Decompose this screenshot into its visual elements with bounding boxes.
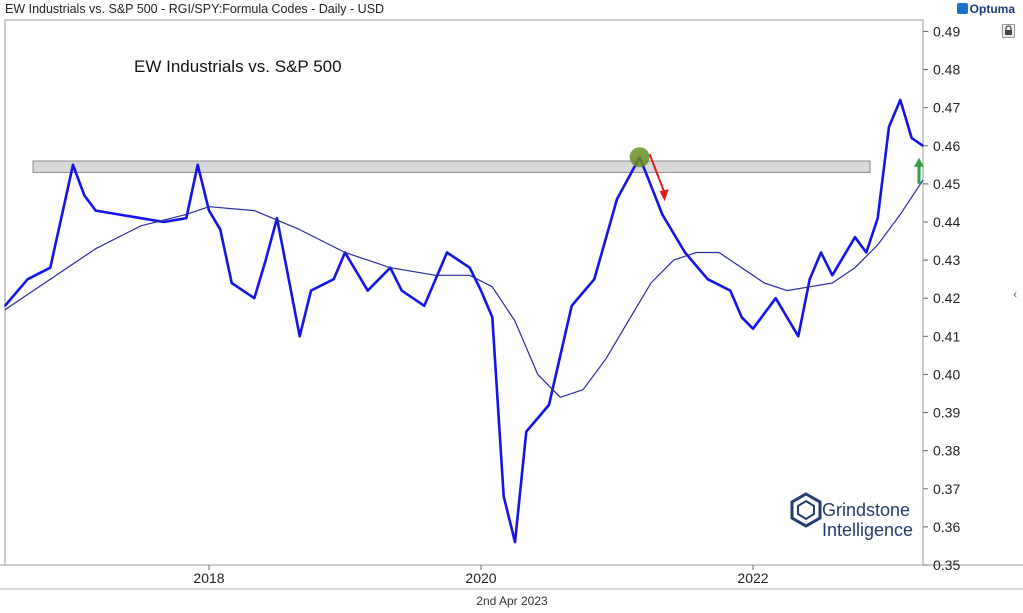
price-point — [332, 278, 335, 281]
collapse-panel-chevron-icon[interactable]: ‹ — [1013, 289, 1017, 301]
price-point — [298, 335, 301, 338]
price-point — [196, 163, 199, 166]
y-tick-label: 0.35 — [933, 557, 960, 573]
price-point — [502, 495, 505, 498]
x-tick-label: 2018 — [193, 570, 224, 586]
watermark-line2: Intelligence — [822, 520, 913, 540]
y-tick-label: 0.41 — [933, 328, 960, 344]
grindstone-hexagon-icon — [790, 492, 822, 528]
price-point — [514, 541, 516, 544]
price-point — [446, 251, 448, 254]
x-axis: 2018 2020 2022 — [193, 565, 769, 586]
brand-logo: Optuma — [956, 2, 1015, 16]
y-tick-label: 0.45 — [933, 176, 960, 192]
price-point — [899, 99, 902, 101]
price-point — [83, 194, 86, 197]
price-point — [423, 304, 426, 307]
y-tick-label: 0.42 — [933, 290, 960, 306]
price-point — [888, 125, 890, 128]
price-point — [752, 327, 754, 330]
y-axis: 0.35 0.36 0.37 0.38 0.39 0.40 0.41 0.42 0.43 0.44… — [923, 23, 960, 573]
up-arrow-head — [914, 157, 924, 167]
peak-marker — [629, 147, 650, 168]
price-point — [865, 251, 868, 254]
y-tick-label: 0.47 — [933, 100, 960, 116]
y-tick-label: 0.43 — [933, 252, 960, 268]
price-point — [72, 163, 74, 166]
x-tick-label: 2020 — [465, 570, 496, 586]
price-point — [162, 221, 165, 223]
footer-date: 2nd Apr 2023 — [476, 594, 548, 608]
price-point — [831, 274, 834, 277]
price-point — [264, 259, 267, 262]
y-tick-label: 0.48 — [933, 62, 960, 78]
price-point — [774, 297, 777, 300]
brand-name: Optuma — [969, 2, 1015, 16]
price-point — [797, 335, 800, 338]
optuma-logo-icon — [956, 3, 968, 14]
price-point — [310, 289, 312, 292]
watermark: Grindstone Intelligence — [790, 492, 913, 540]
price-point — [366, 289, 369, 292]
chart-title: EW Industrials vs. S&P 500 — [134, 57, 342, 76]
price-point — [208, 209, 210, 212]
lock-icon[interactable] — [1002, 24, 1015, 38]
price-point — [570, 304, 573, 307]
down-arrow-shaft — [648, 153, 666, 194]
y-tick-label: 0.40 — [933, 366, 960, 382]
price-point — [854, 236, 856, 239]
price-point — [276, 217, 278, 220]
price-point — [729, 289, 732, 292]
price-point — [468, 266, 471, 269]
price-point — [616, 198, 618, 201]
y-tick-label: 0.38 — [933, 443, 960, 459]
y-tick-label: 0.37 — [933, 481, 960, 497]
y-tick-label: 0.44 — [933, 214, 960, 230]
price-point — [910, 137, 913, 140]
annotation-layer — [629, 147, 924, 202]
y-tick-label: 0.36 — [933, 519, 960, 535]
price-point — [740, 316, 743, 319]
price-point — [820, 251, 822, 254]
price-point — [4, 304, 6, 307]
down-arrow-head — [659, 189, 669, 202]
price-point — [548, 404, 550, 406]
price-point — [876, 217, 879, 220]
plot-border — [4, 19, 924, 566]
price-point — [808, 278, 811, 281]
resistance-band-layer — [32, 160, 871, 173]
price-point — [185, 217, 188, 220]
price-point — [706, 278, 709, 281]
price-point — [140, 217, 142, 220]
price-point — [525, 430, 528, 433]
price-point — [26, 278, 29, 281]
x-tick-label: 2022 — [737, 570, 768, 586]
y-tick-label: 0.49 — [933, 23, 960, 39]
chart-frame — [0, 19, 1023, 590]
price-point — [219, 228, 222, 231]
watermark-line1: Grindstone — [822, 500, 910, 520]
price-point — [400, 289, 403, 292]
chart-header-title: EW Industrials vs. S&P 500 - RGI/SPY:For… — [5, 2, 385, 16]
chart-header: EW Industrials vs. S&P 500 - RGI/SPY:For… — [0, 0, 1023, 20]
price-point — [491, 316, 494, 319]
price-point — [230, 282, 233, 284]
price-point — [49, 266, 52, 269]
price-point — [253, 297, 256, 300]
price-point — [117, 213, 120, 216]
price-point — [593, 278, 596, 281]
moving-average-line — [4, 179, 924, 398]
price-point — [661, 213, 664, 216]
price-point — [480, 289, 482, 292]
y-tick-label: 0.39 — [933, 405, 960, 421]
y-tick-label: 0.46 — [933, 138, 960, 154]
price-point — [94, 209, 97, 212]
price-point — [684, 251, 686, 254]
resistance-band — [32, 160, 871, 173]
